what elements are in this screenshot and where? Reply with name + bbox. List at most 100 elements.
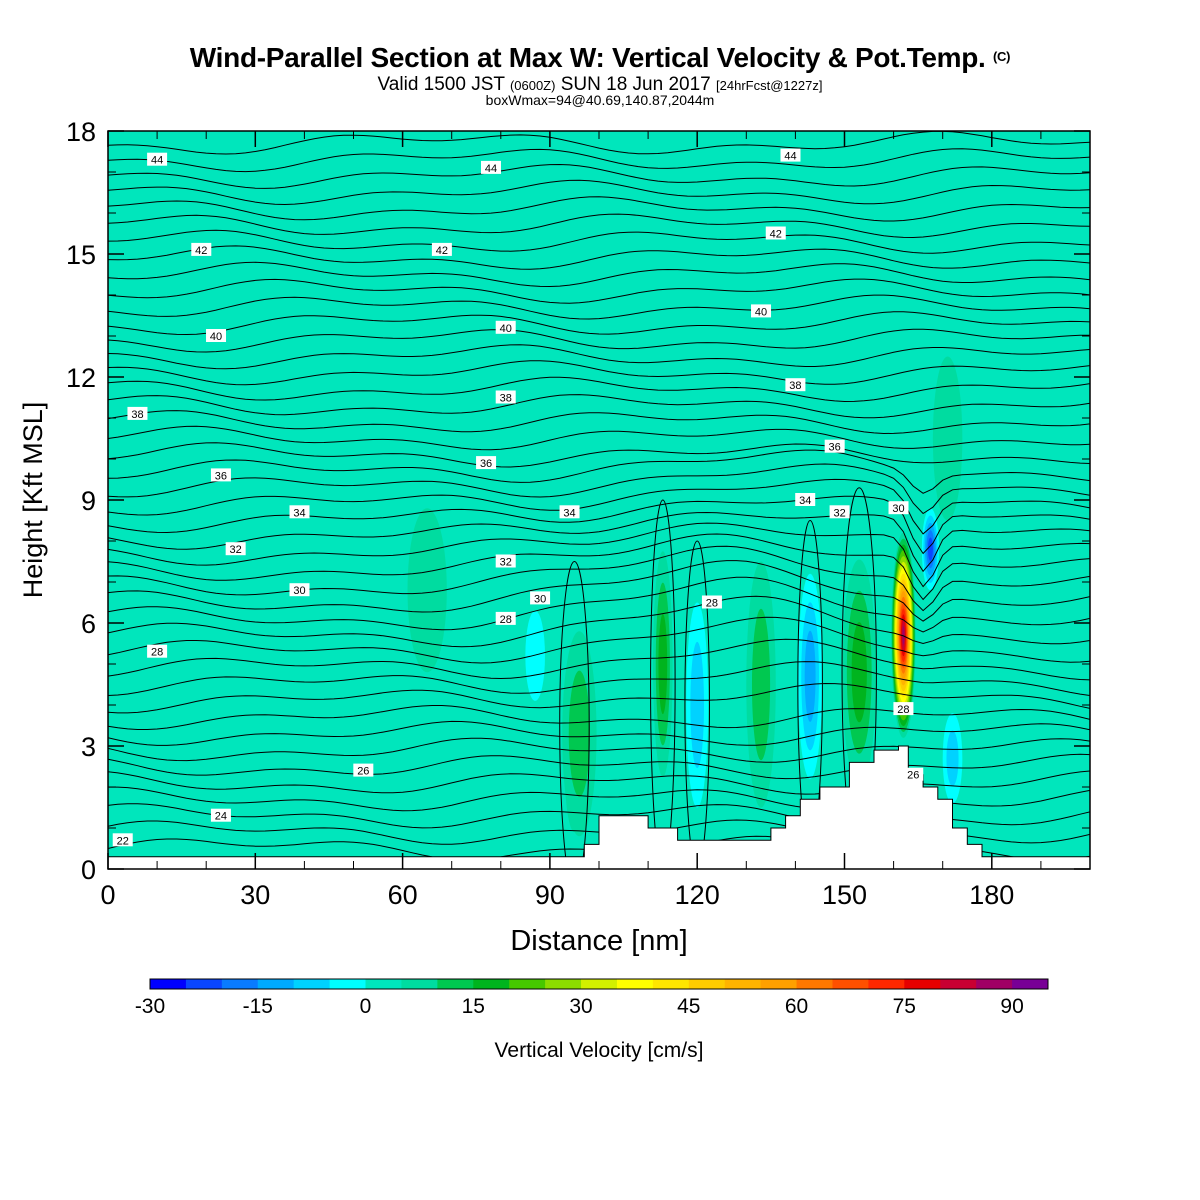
- theta-label: 44: [147, 152, 168, 167]
- x-tick-label: 90: [535, 880, 565, 910]
- w-feature: [562, 631, 597, 837]
- theta-label-text: 26: [907, 770, 919, 782]
- theta-label: 28: [701, 595, 722, 610]
- w-contour-fill: [851, 622, 867, 723]
- theta-label: 24: [210, 808, 231, 823]
- theta-label-bg: [765, 226, 786, 240]
- colorbar-swatch: [257, 979, 295, 989]
- theta-label: 44: [480, 160, 501, 175]
- theta-label: 26: [903, 767, 924, 782]
- theta-label: 40: [495, 320, 516, 335]
- colorbar-swatch: [1012, 979, 1049, 989]
- theta-label-bg: [893, 702, 914, 716]
- theta-label-text: 38: [789, 380, 801, 392]
- theta-label: 28: [495, 611, 516, 626]
- x-tick-label: 120: [675, 880, 720, 910]
- updraft-contour: [684, 540, 710, 869]
- colorbar-tick-label: 90: [1000, 995, 1023, 1018]
- x-tick-label: 0: [100, 880, 115, 910]
- w-feature: [407, 508, 447, 673]
- theta-label-text: 34: [563, 507, 575, 519]
- theta-label-text: 40: [755, 306, 767, 318]
- colorbar-swatch: [473, 979, 510, 989]
- theta-label-bg: [112, 833, 133, 847]
- theta-label-text: 44: [151, 155, 163, 167]
- y-tick-label: 9: [81, 486, 96, 516]
- theta-label-bg: [495, 390, 516, 404]
- theta-label: 34: [289, 505, 310, 519]
- theta-contour: [108, 131, 1090, 155]
- w-contour-fill: [690, 641, 704, 769]
- colorbar-swatch: [760, 979, 798, 989]
- theta-contour: [108, 616, 1090, 664]
- w-feature: [525, 610, 545, 701]
- theta-label-bg: [751, 304, 772, 318]
- theta-label-bg: [147, 152, 168, 166]
- theta-contour: [108, 560, 1090, 622]
- w-feature: [932, 356, 963, 521]
- theta-label-bg: [225, 542, 246, 556]
- theta-label-bg: [785, 378, 806, 392]
- theta-label: 36: [210, 468, 231, 482]
- theta-label: 30: [530, 591, 551, 605]
- theta-contour: [108, 638, 1090, 681]
- theta-contour: [108, 661, 1090, 696]
- theta-label-text: 42: [770, 229, 782, 241]
- theta-contour: [108, 163, 1090, 189]
- colorbar-swatch: [329, 979, 367, 989]
- theta-label: 44: [780, 148, 801, 163]
- colorbar-swatch: [796, 979, 833, 989]
- w-contour-fill: [932, 356, 963, 521]
- colorbar-swatch: [401, 979, 438, 989]
- colorbar-swatch: [509, 979, 546, 989]
- theta-contour: [108, 545, 1090, 612]
- colorbar-swatch: [652, 979, 690, 989]
- x-axis-label: Distance [nm]: [510, 925, 687, 957]
- theta-contour: [108, 294, 1090, 320]
- w-contour-fill: [902, 625, 905, 645]
- theta-label: 40: [751, 304, 772, 318]
- theta-contour: [108, 425, 1090, 451]
- updraft-contour: [559, 561, 590, 869]
- boxwmax-line: boxWmax=94@40.69,140.87,2044m: [485, 92, 715, 108]
- colorbar-tick-label: 60: [785, 995, 808, 1018]
- theta-label-bg: [480, 160, 501, 174]
- w-feature: [653, 551, 673, 777]
- colorbar-frame: [149, 978, 1049, 990]
- colorbar-label: Vertical Velocity [cm/s]: [495, 1039, 704, 1062]
- theta-label-text: 28: [500, 614, 512, 626]
- colorbar-swatch: [976, 979, 1013, 989]
- theta-contour: [108, 463, 1090, 515]
- theta-label-text: 36: [215, 470, 227, 482]
- theta-label-text: 32: [230, 544, 242, 556]
- colorbar-swatch: [293, 979, 331, 989]
- updraft-contour: [650, 499, 676, 869]
- theta-label-bg: [903, 767, 924, 781]
- colorbar-swatch: [940, 979, 977, 989]
- colorbar-tick-label: -15: [243, 995, 273, 1018]
- theta-label: 38: [127, 406, 148, 421]
- x-tick-label: 180: [969, 880, 1014, 910]
- theta-contour: [108, 753, 1090, 780]
- theta-label-text: 42: [436, 245, 448, 257]
- theta-label-bg: [289, 505, 310, 519]
- theta-label-bg: [701, 595, 722, 609]
- colorbar-swatch: [221, 979, 259, 989]
- theta-label-text: 22: [117, 835, 129, 847]
- y-tick-label: 3: [81, 732, 96, 762]
- w-contour-fill: [407, 508, 447, 673]
- y-tick-label: 12: [66, 363, 96, 393]
- theta-label: 38: [495, 390, 516, 405]
- y-axis-label: Height [Kft MSL]: [18, 402, 48, 599]
- theta-label-bg: [888, 501, 909, 515]
- y-tick-label: 6: [81, 609, 96, 639]
- colorbar-swatch: [581, 979, 618, 989]
- theta-label: 32: [829, 505, 850, 519]
- theta-contour: [108, 442, 1090, 468]
- w-contour-fill: [946, 730, 959, 787]
- theta-contour: [108, 394, 1090, 419]
- theta-label: 28: [147, 644, 168, 659]
- theta-contour: [108, 705, 1090, 730]
- colorbar-tick-label: 75: [893, 995, 916, 1018]
